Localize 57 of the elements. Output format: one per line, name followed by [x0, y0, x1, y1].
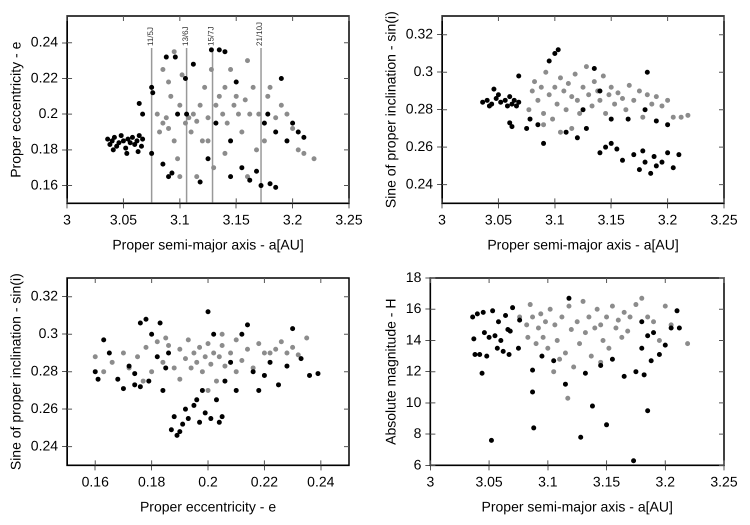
x-axis-title: Proper semi-major axis - a[AU]	[481, 498, 673, 514]
ref-line-label: 13/6J	[180, 26, 190, 46]
x-tick-label: 0.18	[138, 474, 166, 490]
y-tick-label: 0.22	[30, 69, 58, 86]
x-tick-label: 0.24	[307, 474, 335, 490]
y-tick-label: 0.24	[30, 438, 58, 454]
ref-line-label: 11/5J	[146, 27, 155, 46]
x-axis-title: Proper eccentricity - e	[140, 498, 276, 514]
y-tick-label: 0.18	[30, 140, 58, 157]
y-tick-label: 8	[414, 425, 422, 442]
x-tick-label: 3.15	[222, 212, 250, 228]
y-tick-label: 0.24	[30, 34, 58, 50]
y-tick-label: 18	[406, 268, 422, 285]
y-tick-label: 16	[406, 300, 422, 316]
y-tick-label: 0.24	[406, 176, 434, 192]
x-tick-label: 3.15	[592, 474, 620, 490]
y-tick-label: 6	[414, 456, 422, 472]
y-tick-label: 0.16	[30, 176, 58, 192]
x-tick-label: 3.05	[110, 212, 138, 228]
y-tick-label: 0.3	[414, 63, 434, 80]
x-axis-title: Proper semi-major axis - a[AU]	[112, 236, 304, 252]
y-axis-title: Sine of proper inclination - sin(i)	[7, 273, 24, 470]
x-tick-label: 3.1	[170, 212, 190, 228]
y-tick-label: 0.28	[30, 362, 58, 379]
x-tick-label: 3.2	[282, 212, 303, 228]
y-axis-title: Sine of proper inclination - sin(i)	[382, 11, 398, 208]
x-tick-label: 3.1	[538, 474, 558, 490]
y-tick-label: 0.2	[38, 105, 58, 122]
y-tick-label: 0.26	[30, 400, 58, 416]
x-tick-label: 3.05	[484, 212, 512, 228]
y-tick-label: 12	[406, 362, 422, 379]
x-tick-label: 3.2	[658, 212, 678, 228]
x-tick-label: 3.05	[475, 474, 503, 490]
y-axis-title: Absolute magnitude - H	[382, 298, 398, 445]
x-tick-label: 3.25	[710, 212, 738, 228]
x-tick-label: 0.22	[250, 474, 278, 490]
ref-line-label: 21/10J	[255, 22, 264, 46]
x-tick-label: 3.25	[710, 474, 738, 490]
x-tick-label: 3	[438, 212, 446, 228]
x-axis-title: Proper semi-major axis - a[AU]	[487, 236, 679, 252]
y-tick-label: 0.26	[406, 138, 434, 154]
x-tick-label: 3	[63, 212, 72, 228]
x-tick-label: 3	[426, 474, 434, 490]
x-tick-label: 0.16	[82, 474, 110, 490]
x-tick-label: 3.15	[598, 212, 626, 228]
x-tick-label: 3.25	[335, 212, 363, 228]
x-tick-label: 3.2	[656, 474, 676, 490]
ref-line-label: 15/7J	[206, 26, 216, 46]
y-tick-label: 0.32	[406, 26, 434, 42]
x-tick-label: 3.1	[545, 212, 565, 228]
y-tick-label: 0.28	[406, 100, 434, 117]
y-axis-title: Proper eccentricity - e	[7, 41, 24, 178]
y-tick-label: 10	[406, 394, 422, 410]
y-tick-label: 0.3	[38, 325, 58, 342]
y-tick-label: 0.32	[30, 288, 58, 304]
x-tick-label: 0.2	[198, 474, 218, 490]
y-tick-label: 14	[406, 331, 422, 348]
